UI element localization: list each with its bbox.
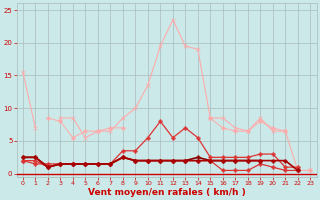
X-axis label: Vent moyen/en rafales ( km/h ): Vent moyen/en rafales ( km/h ) [88,188,245,197]
